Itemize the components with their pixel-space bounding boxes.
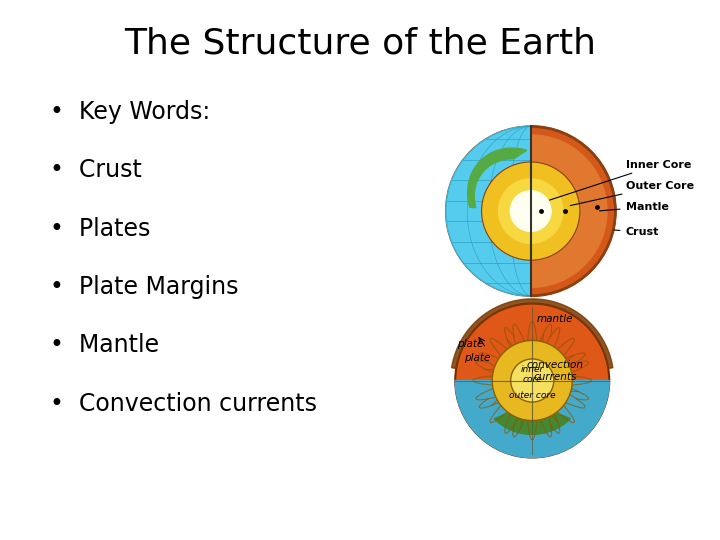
Circle shape bbox=[492, 340, 572, 421]
Text: outer core: outer core bbox=[509, 392, 556, 400]
Text: convection
currents: convection currents bbox=[527, 361, 584, 382]
Polygon shape bbox=[455, 381, 609, 457]
Text: •  Plates: • Plates bbox=[50, 217, 150, 240]
Circle shape bbox=[482, 162, 580, 260]
Circle shape bbox=[455, 303, 609, 457]
Text: •  Convection currents: • Convection currents bbox=[50, 392, 318, 415]
Text: The Structure of the Earth: The Structure of the Earth bbox=[124, 27, 596, 61]
Text: mantle: mantle bbox=[537, 314, 574, 324]
Circle shape bbox=[510, 359, 554, 402]
Text: Mantle: Mantle bbox=[600, 202, 668, 212]
Text: Crust: Crust bbox=[614, 227, 659, 237]
Circle shape bbox=[498, 179, 563, 244]
Text: Inner Core: Inner Core bbox=[549, 159, 691, 200]
Text: Outer Core: Outer Core bbox=[570, 181, 693, 206]
Text: •  Plate Margins: • Plate Margins bbox=[50, 275, 239, 299]
Text: •  Mantle: • Mantle bbox=[50, 333, 160, 357]
Polygon shape bbox=[446, 126, 531, 296]
Text: •  Crust: • Crust bbox=[50, 158, 143, 182]
Text: inner
core: inner core bbox=[521, 364, 544, 384]
Circle shape bbox=[446, 126, 616, 296]
Polygon shape bbox=[451, 299, 613, 368]
Text: plate: plate bbox=[457, 339, 484, 348]
Polygon shape bbox=[531, 135, 607, 287]
Polygon shape bbox=[468, 148, 527, 208]
Circle shape bbox=[510, 191, 551, 232]
Text: plate: plate bbox=[464, 353, 491, 363]
Polygon shape bbox=[494, 403, 570, 434]
Text: •  Key Words:: • Key Words: bbox=[50, 100, 211, 124]
